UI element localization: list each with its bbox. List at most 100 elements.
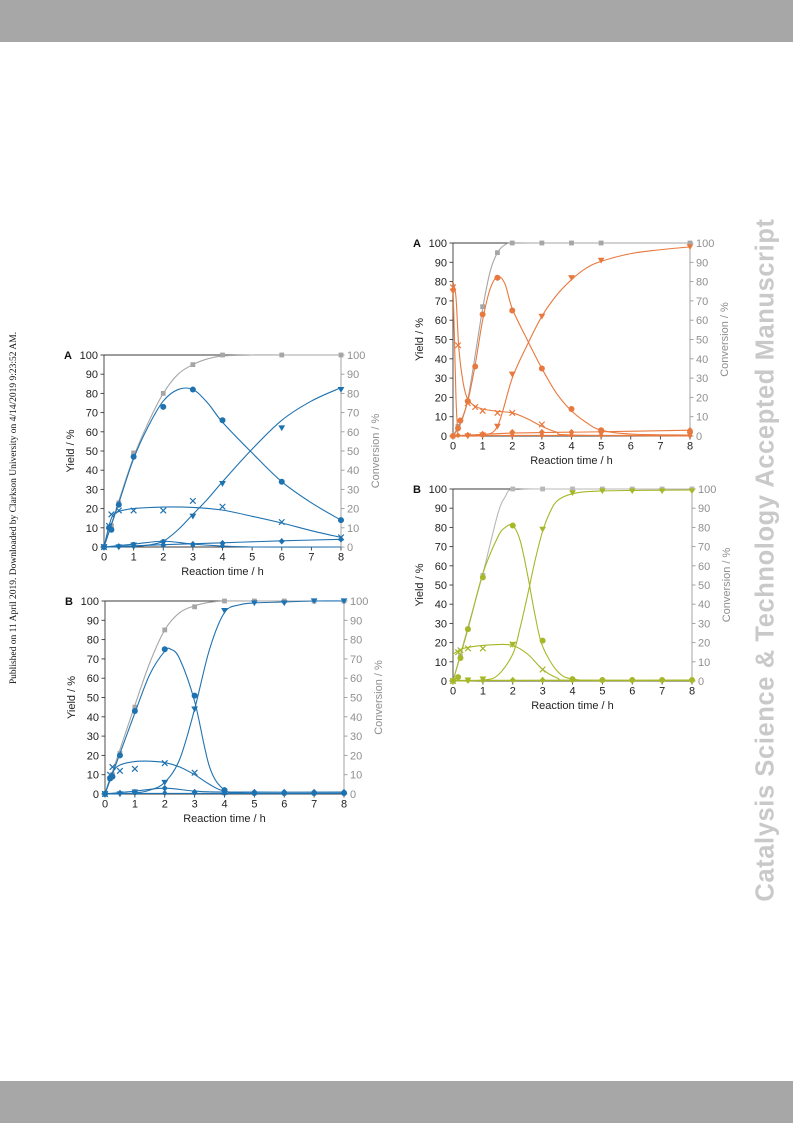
x-tick-label: 5 — [598, 441, 604, 453]
y2-tick-label: 70 — [347, 408, 359, 420]
data-point — [509, 240, 515, 246]
series-6 — [102, 790, 347, 797]
x-tick-label: 2 — [160, 552, 166, 564]
y-tick-label: 90 — [87, 615, 99, 627]
data-point — [162, 790, 167, 796]
y-tick-label: 40 — [86, 465, 98, 477]
data-point — [598, 488, 606, 495]
data-point — [510, 486, 516, 492]
data-point — [480, 678, 486, 683]
data-point — [630, 678, 635, 683]
series-line — [453, 487, 692, 682]
data-point — [538, 428, 545, 436]
y2-tick-label: 50 — [698, 580, 710, 592]
y2-tick-label: 10 — [698, 657, 710, 669]
data-point — [311, 791, 317, 796]
data-point — [539, 666, 546, 673]
data-point — [464, 398, 471, 405]
data-point — [160, 541, 167, 549]
y2-tick-label: 0 — [696, 431, 702, 443]
y2-tick-label: 10 — [696, 412, 708, 424]
data-point — [338, 352, 344, 358]
data-point — [569, 490, 576, 497]
data-point — [479, 645, 487, 652]
data-point — [464, 399, 472, 407]
data-point — [161, 784, 168, 792]
data-point — [538, 421, 546, 428]
data-point — [190, 362, 196, 367]
x-tick-label: 1 — [131, 552, 137, 564]
data-point — [161, 539, 166, 544]
x-tick-label: 4 — [219, 552, 225, 564]
data-point — [130, 507, 137, 514]
data-point — [190, 542, 196, 548]
watermark-text: Catalysis Science & Technology Accepted … — [751, 218, 780, 902]
data-point — [455, 674, 462, 681]
y2-tick-label: 10 — [347, 523, 359, 535]
data-point — [192, 790, 197, 796]
x-tick-label: 5 — [249, 552, 255, 564]
data-point — [131, 541, 136, 547]
data-point — [598, 240, 604, 246]
data-point — [340, 598, 348, 605]
x-axis-title: Reaction time / h — [183, 813, 266, 825]
data-point — [457, 417, 464, 424]
data-point — [472, 363, 479, 370]
y-tick-label: 0 — [441, 676, 447, 688]
data-point — [278, 478, 285, 485]
y2-tick-label: 70 — [696, 296, 708, 308]
data-point — [600, 678, 605, 683]
data-point — [538, 365, 545, 372]
data-point — [569, 433, 574, 438]
y2-tick-label: 20 — [350, 750, 362, 762]
y2-tick-label: 60 — [696, 315, 708, 327]
data-point — [280, 600, 288, 607]
y2-tick-label: 80 — [698, 522, 710, 534]
y-tick-label: 40 — [87, 712, 99, 724]
x-tick-label: 7 — [657, 441, 663, 453]
data-point — [102, 791, 108, 797]
y2-axis-title: Conversion / % — [721, 547, 733, 622]
data-point — [688, 488, 696, 495]
x-tick-label: 2 — [510, 686, 516, 698]
data-point — [598, 428, 605, 436]
y-tick-label: 70 — [435, 542, 447, 554]
x-tick-label: 6 — [279, 552, 285, 564]
data-point — [191, 706, 199, 713]
y-axis-title: Yield / % — [414, 318, 426, 361]
data-point — [568, 428, 575, 436]
data-point — [222, 791, 227, 796]
y2-tick-label: 30 — [696, 373, 708, 385]
data-point — [494, 409, 501, 417]
data-point — [480, 433, 485, 438]
x-tick-label: 0 — [101, 552, 107, 564]
series-6 — [101, 539, 341, 550]
data-point — [539, 240, 545, 246]
data-point — [279, 352, 285, 358]
data-point — [510, 433, 515, 438]
data-point — [220, 352, 225, 358]
y-tick-label: 20 — [435, 392, 447, 404]
data-point — [495, 250, 500, 256]
y-tick-label: 10 — [435, 412, 447, 424]
data-point — [189, 513, 197, 520]
series-line — [453, 489, 692, 682]
y2-tick-label: 90 — [350, 615, 362, 627]
data-point — [109, 763, 116, 771]
data-point — [161, 646, 168, 653]
x-axis-title: Reaction time / h — [531, 700, 614, 712]
y-tick-label: 90 — [435, 503, 447, 515]
data-point — [130, 453, 137, 460]
y-tick-label: 70 — [87, 654, 99, 666]
data-point — [108, 526, 115, 533]
data-point — [687, 433, 693, 438]
y2-tick-label: 30 — [347, 484, 359, 496]
data-point — [509, 641, 517, 648]
data-point — [338, 517, 344, 524]
y2-tick-label: 40 — [350, 712, 362, 724]
y-tick-label: 10 — [87, 770, 99, 782]
data-point — [494, 274, 501, 281]
panel-label: A — [64, 350, 72, 362]
data-point — [191, 769, 198, 776]
